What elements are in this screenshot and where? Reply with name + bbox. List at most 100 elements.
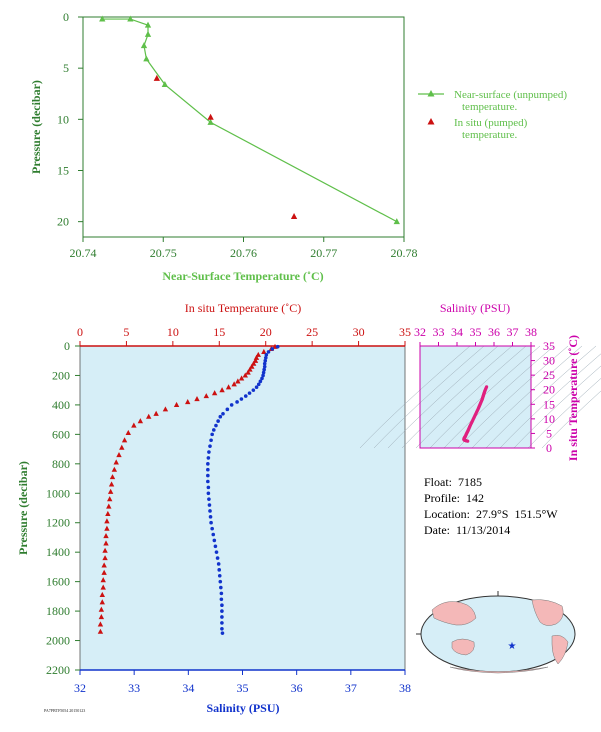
salinity-point	[220, 621, 224, 625]
salinity-tick-label: 35	[470, 325, 482, 339]
x-tick-label: 20.78	[391, 246, 418, 260]
near-surface-point	[127, 15, 134, 22]
near-surface-line	[102, 18, 398, 223]
temperature-point	[219, 387, 225, 393]
salinity-tick-label: 32	[74, 681, 86, 695]
salinity-point	[262, 367, 266, 372]
y-tick-label: 10	[57, 112, 69, 126]
temperature-point	[109, 474, 116, 480]
salinity-point	[208, 509, 212, 513]
salinity-point	[218, 579, 223, 584]
figure-id-stamp: PA7PBTF5054 20150123	[44, 708, 86, 713]
salinity-tick-label: 34	[182, 681, 194, 695]
salinity-point	[209, 520, 213, 525]
salinity-point	[206, 467, 210, 472]
near-surface-point	[144, 30, 152, 37]
salinity-point	[211, 532, 216, 537]
plot-background	[80, 346, 405, 670]
salinity-point	[218, 414, 223, 419]
temperature-tick-label: 35	[399, 325, 411, 339]
pressure-tick-label: 0	[64, 339, 70, 353]
temperature-point	[137, 418, 144, 424]
salinity-point	[229, 403, 234, 407]
y-tick-label: 0	[63, 10, 69, 24]
temperature-point	[100, 577, 106, 583]
salinity-point	[219, 591, 224, 596]
temperature-tick-label: 25	[306, 325, 318, 339]
density-contour	[527, 378, 601, 449]
temperature-tick-label: 20	[543, 383, 555, 397]
salinity-point	[217, 573, 222, 578]
salinity-point	[219, 585, 223, 590]
salinity-point	[217, 568, 222, 572]
salinity-tick-label: 38	[525, 325, 537, 339]
salinity-point	[208, 515, 213, 519]
temperature-tick-label: 15	[543, 397, 555, 411]
temperature-point	[194, 396, 200, 402]
temperature-point	[116, 451, 122, 458]
density-contour	[387, 345, 499, 449]
density-contour	[541, 390, 601, 449]
near-surface-point	[140, 42, 148, 49]
y-axis-label: Pressure (decibar)	[29, 80, 43, 174]
density-contour	[359, 345, 471, 449]
temperature-point	[249, 363, 255, 369]
salinity-point	[212, 538, 217, 543]
salinity-point	[206, 473, 210, 478]
salinity-point	[220, 603, 224, 607]
salinity-axis-ticks: 32 33 34 35 36 37 38	[414, 325, 537, 346]
land-asia	[431, 601, 477, 626]
temperature-point	[261, 348, 267, 354]
salinity-point	[206, 462, 210, 466]
density-contour	[415, 345, 527, 449]
density-contour	[401, 345, 513, 449]
in-situ-point	[290, 213, 298, 219]
y-tick-label: 20	[57, 215, 69, 229]
temperature-point	[113, 459, 119, 465]
series-layer	[462, 385, 489, 443]
legend-entry-near-surface-l2: temperature.	[462, 101, 518, 113]
land-antarctica	[449, 666, 549, 674]
legend-entry-insitu-l1: In situ (pumped)	[454, 117, 528, 129]
profile-line: Profile: 142	[424, 491, 484, 505]
salinity-point	[263, 358, 268, 363]
temperature-point	[99, 599, 105, 605]
series-layer	[97, 343, 280, 635]
pressure-tick-label: 2200	[46, 663, 70, 677]
salinity-point	[225, 407, 230, 412]
x-axis-label: Near-Surface Temperature (˚C)	[162, 269, 323, 283]
salinity-point	[261, 370, 266, 375]
near-surface-point	[393, 218, 400, 225]
temperature-point	[119, 444, 125, 450]
near-surface-point	[207, 118, 214, 125]
salinity-point	[207, 450, 211, 454]
pressure-tick-label: 1400	[46, 545, 70, 559]
temperature-point	[131, 422, 137, 428]
temperature-point	[111, 466, 118, 472]
legend-entry-insitu-l2: temperature.	[462, 129, 518, 141]
temperature-point	[153, 410, 159, 416]
salinity-point	[213, 544, 218, 549]
temperature-tick-label: 15	[213, 325, 225, 339]
salinity-point	[214, 423, 218, 428]
salinity-tick-label: 36	[291, 681, 303, 695]
temperature-point	[242, 372, 248, 378]
float-location-star-icon: ★	[508, 641, 517, 652]
temperature-point	[97, 628, 104, 634]
salinity-point	[206, 456, 211, 460]
salinity-tick-label: 35	[237, 681, 249, 695]
salinity-point	[206, 485, 211, 490]
temperature-point	[121, 437, 128, 443]
y-tick-label: 5	[63, 61, 69, 75]
x-tick-label: 20.75	[150, 246, 177, 260]
pressure-tick-label: 1600	[46, 575, 70, 589]
temperature-point	[104, 518, 110, 524]
temperature-point	[101, 569, 107, 575]
salinity-point	[251, 388, 256, 392]
near-surface-point	[144, 21, 152, 28]
salinity-axis-title: Salinity (PSU)	[440, 301, 510, 315]
temperature-tick-label: 10	[543, 412, 555, 426]
